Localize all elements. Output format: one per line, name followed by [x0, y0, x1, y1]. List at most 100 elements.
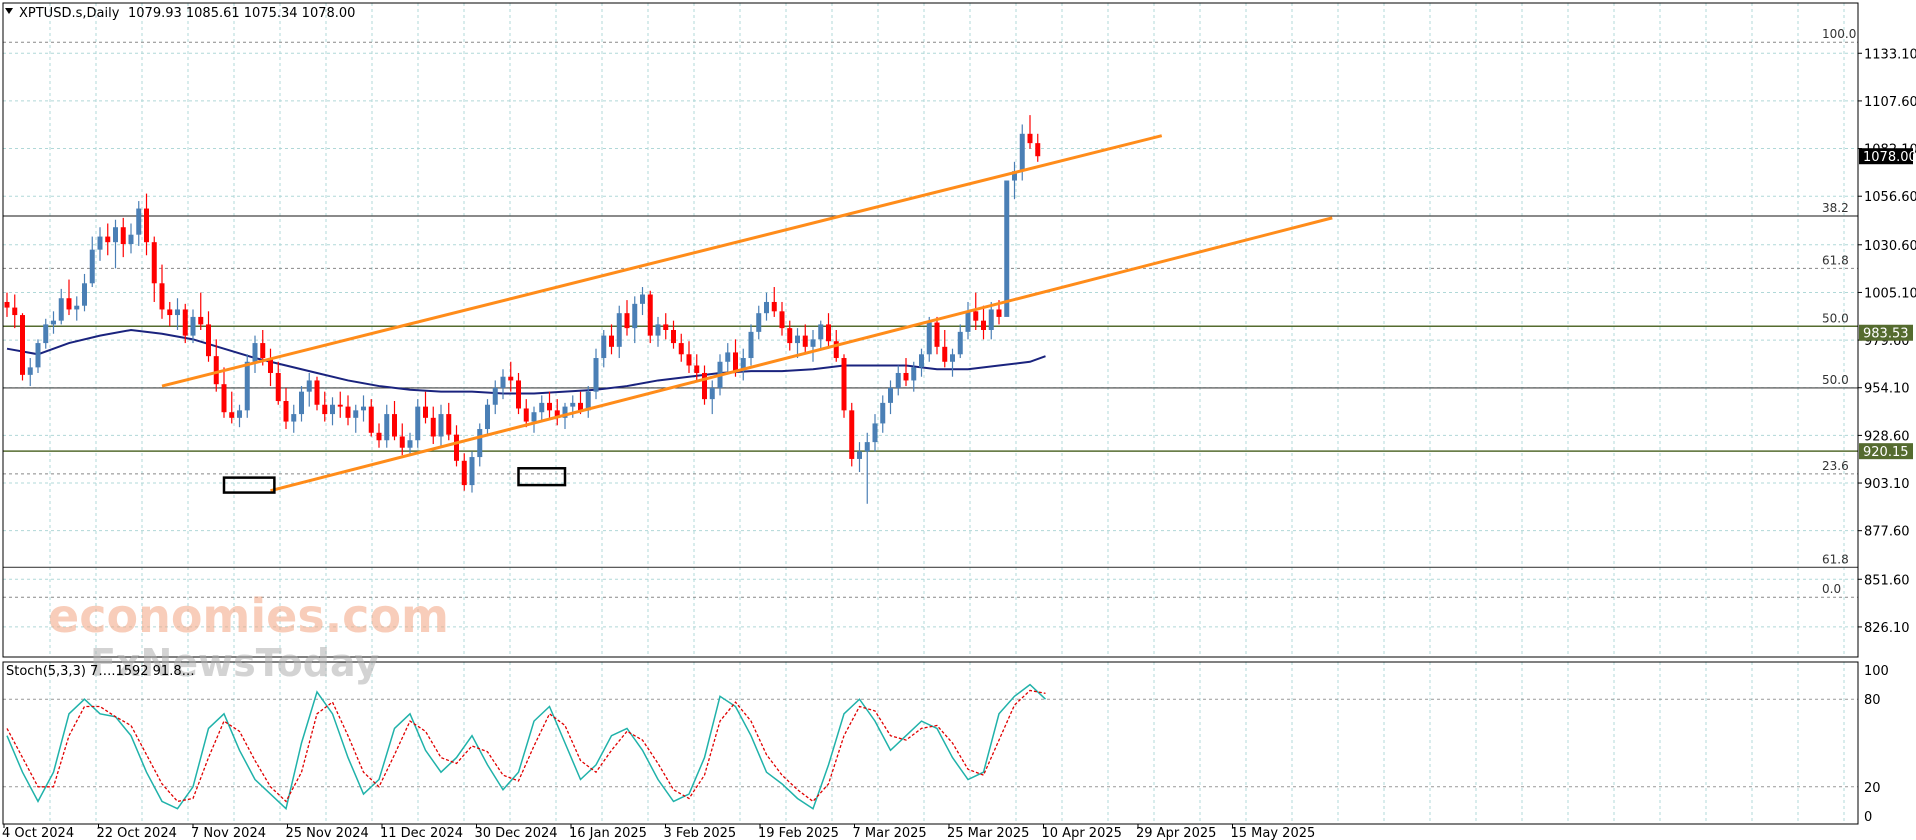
- candle-body: [508, 376, 514, 381]
- candle-body: [345, 406, 351, 418]
- trend-line: [161, 134, 1163, 388]
- candle-body: [182, 309, 188, 336]
- candle-body: [1035, 143, 1041, 157]
- stoch-signal-line: [6, 689, 1046, 803]
- x-tick-label: 30 Dec 2024: [475, 826, 558, 840]
- candle-body: [415, 406, 421, 441]
- candle-body: [554, 410, 560, 418]
- y-tick-label: 1030.60: [1864, 239, 1916, 254]
- last-price-box: [1859, 148, 1913, 165]
- candle-body: [973, 311, 979, 321]
- candle-body: [570, 402, 576, 407]
- fib-level-label: 23.6: [1822, 459, 1849, 473]
- candle-body: [291, 414, 297, 422]
- candle-body: [857, 451, 862, 459]
- fib-level-label: 61.8: [1822, 253, 1849, 267]
- candle-body: [392, 414, 397, 437]
- candle-body: [213, 356, 219, 385]
- symbol-header: XPTUSD.s,Daily: [19, 6, 120, 21]
- candle-body: [864, 442, 870, 452]
- candle-body: [407, 440, 413, 448]
- candle-body: [330, 404, 335, 415]
- candle-body: [593, 358, 599, 392]
- candle-body: [446, 414, 452, 435]
- candle-body: [919, 354, 924, 368]
- candle-body: [252, 343, 258, 362]
- candle-body: [926, 322, 932, 355]
- candle-body: [376, 432, 382, 441]
- candle-body: [206, 324, 211, 357]
- candle-body: [585, 391, 591, 411]
- candle-body: [756, 313, 762, 332]
- candle-body: [942, 346, 948, 362]
- y-tick-label: 954.10: [1864, 382, 1910, 397]
- candle-body: [283, 401, 289, 422]
- candle-body: [694, 365, 700, 373]
- candle-body: [353, 410, 359, 418]
- candle-body: [461, 460, 467, 486]
- stoch-tick-label: 0: [1864, 810, 1872, 825]
- candle-body: [105, 236, 111, 243]
- candle-body: [841, 358, 847, 411]
- candle-body: [578, 402, 583, 411]
- candle-body: [1004, 180, 1010, 317]
- candle-body: [531, 412, 537, 422]
- candle-body: [159, 283, 165, 310]
- x-tick-label: 10 Apr 2025: [1042, 826, 1122, 840]
- candle-body: [810, 339, 816, 347]
- candle-body: [12, 307, 18, 316]
- candle-body: [663, 324, 669, 330]
- candle-body: [485, 404, 490, 430]
- fib-level-label: 38.2: [1822, 201, 1849, 215]
- candle-body: [895, 372, 901, 388]
- candle-body: [1012, 171, 1017, 181]
- fib-level-layer: 100.0 38.2 61.8 50.0 50.0 23.6 61.8 0.0: [3, 27, 1858, 598]
- collapse-arrow-icon[interactable]: [5, 8, 13, 14]
- candle-body: [771, 301, 777, 312]
- candle-body: [779, 311, 785, 329]
- x-tick-label: 16 Jan 2025: [569, 826, 647, 840]
- y-tick-label: 1107.60: [1864, 95, 1916, 110]
- candle-body: [144, 208, 149, 243]
- fib-level-label: 61.8: [1822, 552, 1849, 566]
- candle-body: [237, 410, 242, 418]
- y-tick-label: 1056.60: [1864, 190, 1916, 205]
- candle-body: [43, 324, 49, 344]
- candle-body: [198, 316, 204, 325]
- x-tick-label: 29 Apr 2025: [1136, 826, 1216, 840]
- x-tick-label: 11 Dec 2024: [380, 826, 463, 840]
- candle-body: [988, 309, 994, 330]
- y-tick-label: 826.10: [1864, 621, 1910, 636]
- candle-body: [996, 309, 1002, 317]
- candle-body: [911, 367, 917, 381]
- stoch-main-line: [6, 683, 1047, 811]
- candle-body: [492, 387, 498, 405]
- y-tick-label: 1133.10: [1864, 47, 1916, 62]
- candle-body: [229, 412, 235, 418]
- y-tick-label: 1005.10: [1864, 286, 1916, 301]
- candle-body: [500, 376, 506, 388]
- candle-body: [616, 313, 622, 347]
- x-tick-label: 7 Mar 2025: [853, 826, 927, 840]
- candle-body: [888, 387, 893, 403]
- candle-body: [151, 242, 157, 284]
- candle-body: [20, 315, 25, 375]
- x-tick-label: 25 Nov 2024: [286, 826, 369, 840]
- candle-body: [702, 372, 707, 400]
- candle-body: [872, 423, 878, 443]
- candle-body: [82, 283, 87, 306]
- watermark-economies: economies.com: [48, 589, 449, 643]
- candle-body: [306, 380, 312, 392]
- price-box-label: 983.53: [1863, 327, 1909, 342]
- candle-body: [903, 372, 909, 381]
- candle-body: [957, 331, 963, 355]
- x-tick-label: 4 Oct 2024: [2, 826, 74, 840]
- candle-body: [686, 354, 692, 366]
- candle-body: [547, 402, 552, 411]
- fib-level-label: 100.0: [1822, 27, 1856, 41]
- candle-body: [601, 335, 607, 359]
- candle-body: [818, 324, 824, 340]
- trend-line-layer: [161, 134, 1333, 493]
- candle-body: [58, 298, 64, 321]
- candle-body: [539, 402, 545, 413]
